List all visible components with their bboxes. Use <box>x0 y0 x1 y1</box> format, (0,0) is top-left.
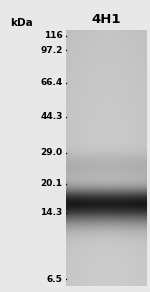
Text: kDa: kDa <box>10 18 33 27</box>
Text: 44.3: 44.3 <box>40 112 63 121</box>
Text: 66.4: 66.4 <box>40 78 63 87</box>
Text: 116: 116 <box>44 31 63 40</box>
Text: 97.2: 97.2 <box>40 46 63 55</box>
Text: 20.1: 20.1 <box>41 179 63 188</box>
Text: 4H1: 4H1 <box>92 13 121 26</box>
Text: 29.0: 29.0 <box>40 148 63 157</box>
Text: 6.5: 6.5 <box>47 275 63 284</box>
Text: 14.3: 14.3 <box>40 208 63 217</box>
